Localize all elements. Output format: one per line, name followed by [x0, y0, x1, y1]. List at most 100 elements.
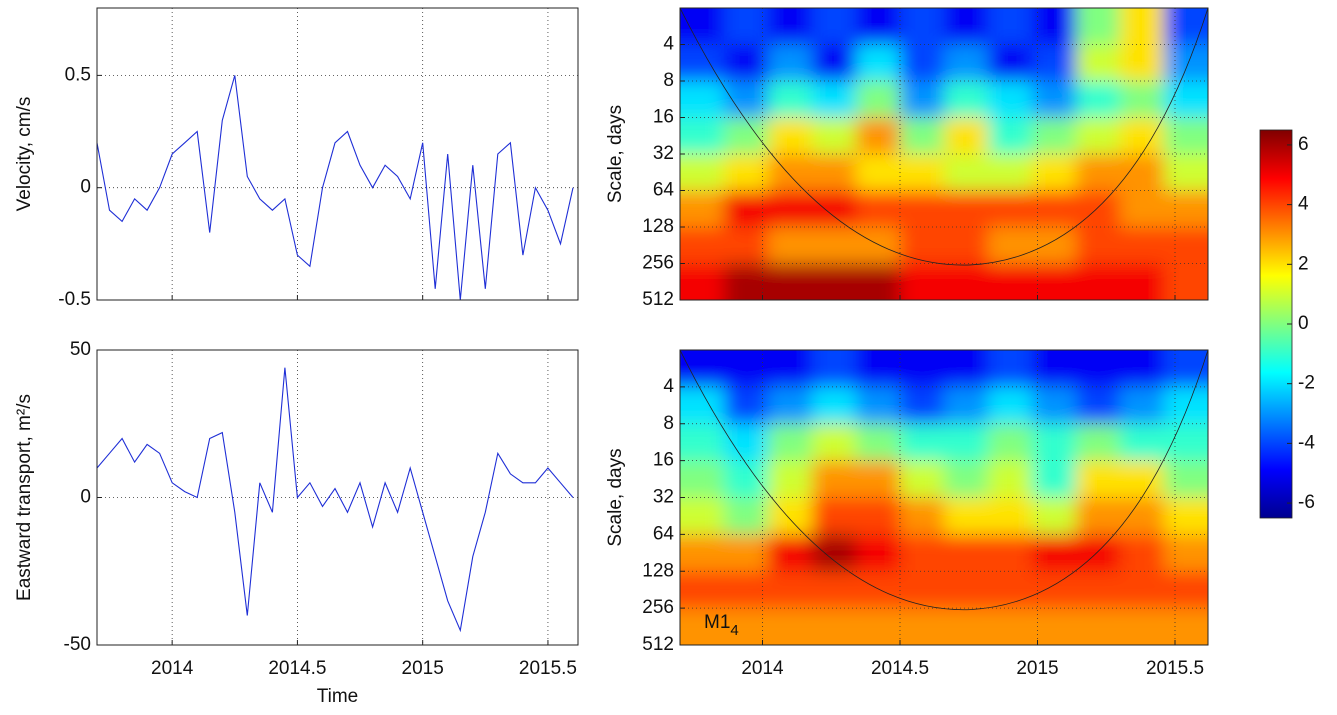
heatmap-cell	[856, 81, 901, 119]
colorbar-tick-label: 2	[1298, 253, 1309, 274]
heatmap-cell	[988, 263, 1033, 300]
heatmap-cell	[988, 117, 1033, 155]
y-tick-label: 0	[80, 177, 91, 198]
y-tick-label: 512	[642, 634, 674, 655]
heatmap-cell	[988, 190, 1033, 228]
heatmap-cell	[680, 423, 725, 462]
heatmap-cell	[856, 190, 901, 228]
heatmap-cell	[900, 608, 945, 645]
heatmap-cell	[812, 608, 857, 645]
heatmap-cell	[988, 497, 1033, 536]
heatmap-cell	[1164, 8, 1208, 46]
heatmap-cell	[900, 8, 945, 46]
heatmap-cell	[1076, 534, 1121, 573]
heatmap-cell	[1164, 154, 1208, 192]
heatmap-cell	[812, 154, 857, 192]
heatmap-cell	[1032, 8, 1077, 46]
heatmap-cell	[724, 350, 769, 388]
colorbar-tick-label: -6	[1298, 492, 1315, 513]
y-tick-label: 8	[663, 70, 674, 91]
y-axis-label: Eastward transport, m²/s	[14, 394, 35, 601]
heatmap-cell	[724, 263, 769, 300]
y-tick-label: 512	[642, 289, 674, 310]
heatmap-cell	[856, 423, 901, 462]
heatmap-cell	[988, 386, 1033, 425]
heatmap-cell	[1164, 190, 1208, 228]
heatmap-cell	[944, 386, 989, 425]
y-axis-label: Velocity, cm/s	[14, 97, 35, 212]
heatmap-cell	[944, 263, 989, 300]
heatmap-cell	[944, 44, 989, 82]
heatmap-cell	[1032, 154, 1077, 192]
heatmap-cell	[812, 460, 857, 499]
heatmap-cell	[680, 190, 725, 228]
heatmap-cell	[1164, 117, 1208, 155]
heatmap	[680, 350, 1208, 645]
y-tick-label: 64	[653, 180, 675, 201]
heatmap-cell	[1120, 608, 1165, 645]
heatmap-cell	[1164, 460, 1208, 499]
heatmap-cell	[724, 81, 769, 119]
heatmap-cell	[1032, 534, 1077, 573]
heatmap	[680, 8, 1208, 300]
y-tick-label: 4	[663, 34, 674, 55]
heatmap-cell	[856, 44, 901, 82]
y-tick-label: 4	[663, 376, 674, 397]
heatmap-cell	[1032, 190, 1077, 228]
heatmap-cell	[812, 423, 857, 462]
heatmap-cell	[1164, 263, 1208, 300]
y-tick-label: -50	[64, 634, 91, 655]
annotation-text: M1	[704, 612, 730, 633]
heatmap-cell	[1032, 386, 1077, 425]
heatmap-cell	[812, 190, 857, 228]
heatmap-cell	[1076, 227, 1121, 265]
heatmap-cell	[1076, 117, 1121, 155]
x-tick-label: 2015	[1016, 658, 1058, 679]
heatmap-cell	[1120, 227, 1165, 265]
heatmap-cell	[1120, 571, 1165, 610]
heatmap-cell	[1076, 190, 1121, 228]
colorbar-tick-label: 4	[1298, 194, 1309, 215]
heatmap-cells	[680, 8, 1208, 300]
heatmap-cell	[944, 497, 989, 536]
y-tick-label: 128	[642, 560, 674, 581]
heatmap-cell	[724, 190, 769, 228]
panel: 2014 2014.5 2015 2015.5 4 8 16 32 64 128 256 512 Sca…	[605, 349, 1209, 679]
heatmap-cell	[812, 227, 857, 265]
axes-frame	[679, 349, 1209, 646]
heatmap-cell	[944, 534, 989, 573]
plots: -0.5 0 0.5 Velocity, cm/s 2014 2014.5 2015 2015…	[14, 7, 1315, 707]
heatmap-cell	[1076, 44, 1121, 82]
heatmap-cell	[900, 263, 945, 300]
heatmap-cell	[1076, 608, 1121, 645]
y-tick-label: 0	[80, 487, 91, 508]
heatmap-cell	[1164, 534, 1208, 573]
colorbar-tick-label: 0	[1298, 313, 1309, 334]
heatmap-cell	[1032, 460, 1077, 499]
panel: 2014 2014.5 2015 2015.5 -50 0 50 Eastward trans…	[14, 339, 579, 707]
heatmap-cell	[724, 44, 769, 82]
heatmap-cell	[856, 460, 901, 499]
heatmap-cell	[1120, 44, 1165, 82]
axes-frame	[96, 7, 579, 301]
heatmap-cell	[1032, 423, 1077, 462]
heatmap-cell	[900, 227, 945, 265]
heatmap-cell	[944, 350, 989, 388]
heatmap-cell	[724, 460, 769, 499]
data-line	[96, 367, 574, 633]
heatmap-cell	[988, 608, 1033, 645]
annotation: M14	[704, 612, 739, 639]
heatmap-cell	[944, 423, 989, 462]
heatmap-cell	[988, 423, 1033, 462]
heatmap-cell	[988, 8, 1033, 46]
heatmap-cell	[1120, 81, 1165, 119]
axes-frame	[96, 349, 579, 646]
heatmap-cell	[1076, 571, 1121, 610]
heatmap-cell	[1120, 117, 1165, 155]
heatmap-cell	[1076, 386, 1121, 425]
heatmap-cell	[856, 534, 901, 573]
heatmap-cell	[1076, 263, 1121, 300]
heatmap-cell	[1164, 497, 1208, 536]
heatmap-cell	[724, 571, 769, 610]
